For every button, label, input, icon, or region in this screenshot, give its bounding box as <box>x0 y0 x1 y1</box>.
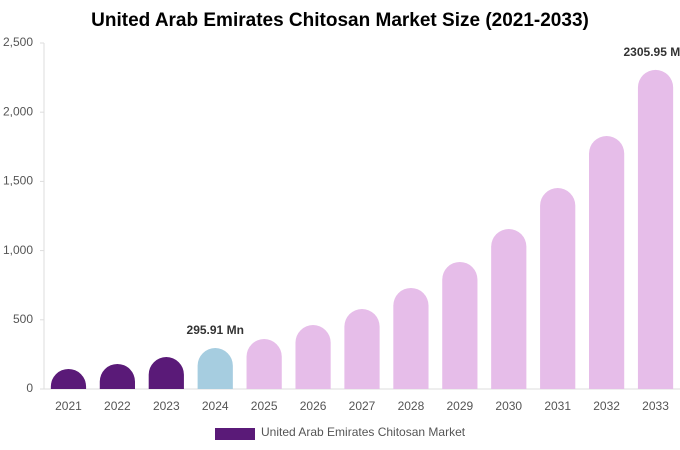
x-tick-label: 2029 <box>446 399 473 413</box>
value-label: 295.91 Mn <box>187 323 244 337</box>
y-tick-label: 2,000 <box>3 104 33 118</box>
bar <box>295 325 331 389</box>
x-tick-label: 2024 <box>202 399 229 413</box>
x-tick-label: 2027 <box>349 399 376 413</box>
bar <box>442 261 478 389</box>
legend-label: United Arab Emirates Chitosan Market <box>261 425 466 439</box>
bar <box>637 69 674 390</box>
bar <box>148 357 184 389</box>
bar <box>589 136 625 389</box>
x-tick-label: 2031 <box>544 399 571 413</box>
y-tick-label: 500 <box>13 312 33 326</box>
x-tick-label: 2022 <box>104 399 131 413</box>
bar <box>491 229 527 389</box>
y-tick-label: 1,000 <box>3 243 33 257</box>
bar <box>246 339 282 389</box>
x-tick-label: 2025 <box>251 399 278 413</box>
y-tick-label: 2,500 <box>3 35 33 49</box>
y-tick-label: 1,500 <box>3 174 33 188</box>
legend-swatch <box>215 428 255 440</box>
x-tick-label: 2028 <box>398 399 425 413</box>
chart-title: United Arab Emirates Chitosan Market Siz… <box>91 10 589 31</box>
x-tick-label: 2030 <box>495 399 522 413</box>
x-tick-label: 2033 <box>642 399 669 413</box>
bar <box>197 348 233 389</box>
x-tick-label: 2026 <box>300 399 327 413</box>
y-tick-label: 0 <box>26 381 33 395</box>
bar <box>393 287 429 389</box>
bar <box>50 368 87 389</box>
bar <box>99 363 135 389</box>
bar <box>344 309 380 389</box>
x-tick-label: 2023 <box>153 399 180 413</box>
bar <box>540 188 576 389</box>
value-label: 2305.95 Mn <box>624 45 680 59</box>
x-tick-label: 2021 <box>55 399 82 413</box>
x-tick-label: 2032 <box>593 399 620 413</box>
